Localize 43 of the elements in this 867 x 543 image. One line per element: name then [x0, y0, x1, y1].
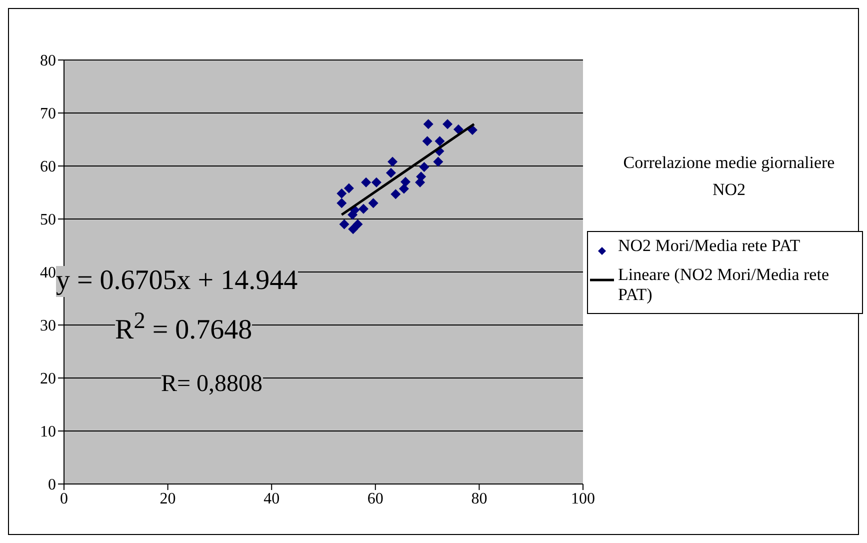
annotation: R= 0,8808 — [161, 371, 263, 398]
y-tick-label: 10 — [40, 424, 56, 441]
point — [422, 136, 432, 146]
point — [368, 198, 378, 208]
x-tick-label: 60 — [367, 490, 384, 508]
text: Correlazione medie giornaliere NO2 — [622, 152, 836, 201]
point — [371, 177, 382, 188]
point — [344, 183, 354, 194]
legend-label: NO2 Mori/Media rete PAT — [618, 236, 800, 256]
point — [339, 219, 350, 230]
point — [336, 198, 347, 208]
point — [352, 219, 363, 230]
x-tick-label: 100 — [571, 490, 595, 508]
point — [348, 224, 358, 234]
x-tick-label: 80 — [471, 490, 488, 508]
y-tick-label: 70 — [40, 106, 56, 123]
point — [433, 156, 444, 167]
point — [358, 204, 368, 214]
point — [442, 119, 453, 130]
y-tick-label: 30 — [40, 318, 56, 335]
y-tick-label: 40 — [40, 264, 56, 282]
point — [390, 189, 401, 200]
x-tick-label: 20 — [160, 490, 176, 508]
point — [361, 177, 372, 188]
y-tick-label: 0 — [48, 476, 56, 494]
legend-label: Lineare (NO2 Mori/Media rete PAT) — [618, 265, 830, 305]
point — [388, 156, 398, 167]
point — [423, 119, 434, 130]
point — [453, 124, 464, 134]
annotation: R$^{2}$ = 0.7648 — [115, 308, 252, 346]
point — [434, 136, 445, 146]
y-tick-label: 60 — [40, 158, 56, 176]
point — [419, 162, 430, 172]
y-tick-label: 50 — [40, 212, 56, 229]
point — [400, 176, 410, 187]
x-tick-label: 0 — [60, 490, 68, 508]
x-tick-label: 40 — [264, 490, 280, 508]
point — [386, 168, 396, 178]
point — [336, 188, 347, 199]
y-tick-label: 20 — [40, 370, 56, 388]
y-tick-label: 80 — [40, 52, 56, 70]
point — [398, 184, 409, 194]
annotation: y = 0.6705x + 14.944 — [56, 265, 298, 297]
